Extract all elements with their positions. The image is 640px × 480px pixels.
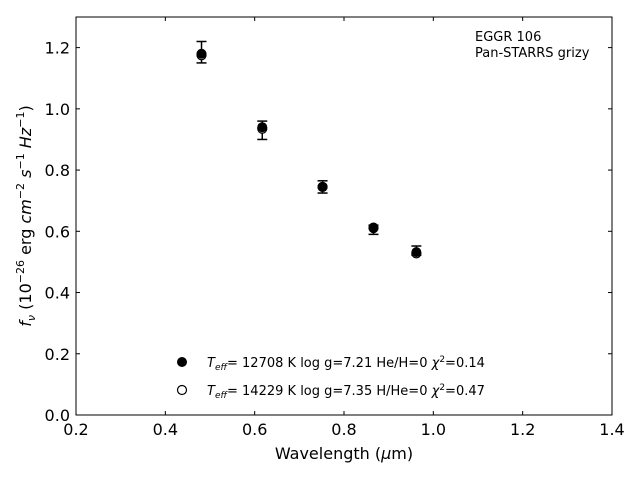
y-tick-label: 0.4	[45, 284, 70, 303]
x-tick-label: 1.0	[421, 420, 446, 439]
legend: Teff= 12708 K log g=7.21 He/H=0 χ2=0.14 …	[176, 355, 485, 401]
x-tick-label: 1.2	[510, 420, 535, 439]
legend-entry-1: Teff= 12708 K log g=7.21 He/H=0 χ2=0.14	[207, 355, 485, 373]
legend-marker-open	[176, 384, 188, 396]
error-bars	[196, 40, 422, 256]
model-point-filled	[257, 122, 268, 133]
y-axis: 0.0 0.2 0.4 0.6 0.8 1.0 1.2	[45, 39, 612, 425]
y-tick-label: 1.2	[45, 39, 70, 58]
y-tick-label: 0.0	[45, 406, 70, 425]
model-point-filled	[368, 223, 379, 234]
x-tick-label: 0.2	[63, 420, 88, 439]
annotation-line-2: Pan-STARRS grizy	[475, 46, 590, 61]
y-tick-label: 0.6	[45, 222, 70, 241]
x-axis-label: Wavelength (μm)	[275, 444, 413, 463]
x-tick-label: 1.4	[599, 420, 624, 439]
model-point-filled	[317, 181, 328, 192]
y-axis-label: fν (10−26 erg cm−2 s−1 Hz−1)	[14, 105, 38, 326]
x-tick-label: 0.4	[153, 420, 178, 439]
y-tick-label: 0.2	[45, 345, 70, 364]
data-points	[196, 48, 422, 259]
legend-entry-2: Teff= 14229 K log g=7.35 H/He=0 χ2=0.47	[207, 383, 485, 401]
x-tick-label: 0.6	[242, 420, 267, 439]
model-point-filled	[196, 48, 207, 59]
annotation-line-1: EGGR 106	[475, 30, 541, 45]
x-axis: 0.2 0.4 0.6 0.8 1.0 1.2 1.4	[63, 17, 625, 439]
x-tick-label: 0.8	[331, 420, 356, 439]
y-tick-label: 0.8	[45, 161, 70, 180]
legend-marker-filled	[177, 357, 187, 367]
y-tick-label: 1.0	[45, 100, 70, 119]
model-point-filled	[411, 247, 422, 258]
